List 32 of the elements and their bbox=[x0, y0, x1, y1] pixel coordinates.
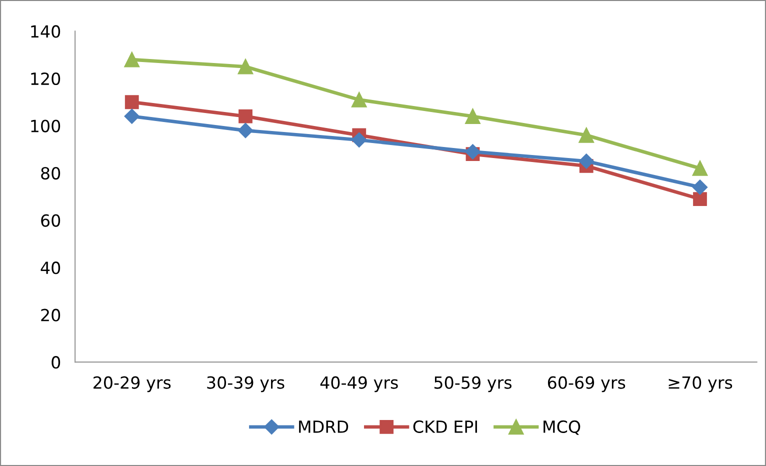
point bbox=[238, 109, 252, 124]
point bbox=[578, 128, 594, 143]
point bbox=[578, 154, 594, 169]
y-tick-label: 120 bbox=[31, 72, 60, 86]
x-tick-label: 30-39 yrs bbox=[207, 376, 284, 392]
point bbox=[692, 160, 708, 176]
y-tick-label: 0 bbox=[52, 356, 60, 369]
point bbox=[124, 52, 140, 68]
point bbox=[693, 192, 707, 206]
x-tick-label: 20-29 yrs bbox=[94, 376, 171, 392]
x-tick-label: 60-69 yrs bbox=[548, 376, 626, 392]
point bbox=[238, 122, 254, 138]
point bbox=[465, 144, 480, 160]
point bbox=[465, 108, 480, 124]
legend-label: MCQ bbox=[544, 420, 580, 435]
y-tick-label: 40 bbox=[40, 262, 60, 274]
point bbox=[124, 108, 140, 124]
point bbox=[238, 59, 254, 74]
y-tick-label: 60 bbox=[41, 214, 60, 227]
y-tick-label: 80 bbox=[41, 166, 60, 180]
point bbox=[352, 132, 367, 148]
x-tick-label: 40-49 yrs bbox=[320, 376, 398, 392]
x-tick-label: 50-59 yrs bbox=[434, 376, 512, 392]
legend-label: CKD EPI bbox=[413, 420, 477, 433]
y-tick-label: 140 bbox=[31, 25, 60, 38]
x-tick-label: ≥70 yrs bbox=[668, 376, 732, 392]
legend-label: MDRD bbox=[299, 420, 348, 433]
point bbox=[124, 95, 139, 110]
point bbox=[351, 92, 367, 108]
point bbox=[692, 180, 708, 195]
y-tick-label: 100 bbox=[31, 120, 60, 132]
y-tick-label: 20 bbox=[41, 308, 60, 322]
